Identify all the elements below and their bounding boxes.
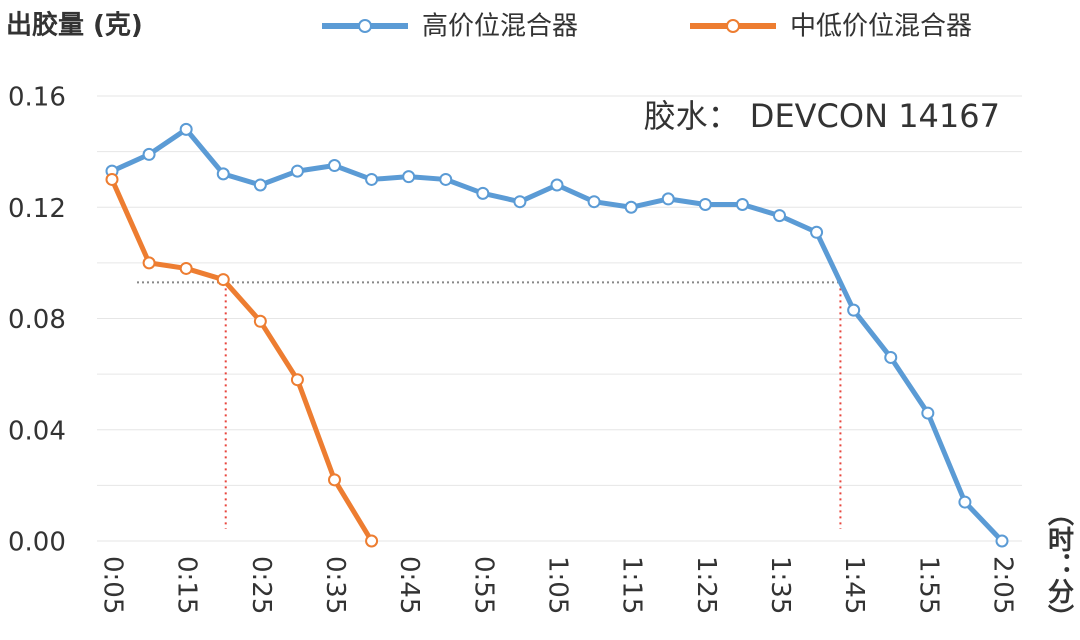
data-point	[698, 197, 712, 211]
x-axis-label: （时：分）	[1044, 500, 1074, 630]
data-point	[884, 350, 898, 364]
x-tick-label: 0:25	[246, 556, 276, 614]
legend-marker	[358, 19, 372, 33]
y-axis-label: 出胶量 (克)	[6, 10, 143, 41]
series-line	[109, 178, 374, 543]
data-point	[958, 495, 972, 509]
data-point	[439, 172, 453, 186]
x-tick-label: 1:15	[617, 556, 647, 614]
x-tick: 0:45	[394, 556, 424, 614]
data-point	[328, 159, 341, 173]
x-tick-label: 1:45	[839, 556, 869, 614]
data-point	[290, 373, 304, 387]
data-point	[587, 195, 601, 209]
x-tick-label: 0:35	[320, 556, 350, 614]
x-tick-label: 0:55	[468, 556, 498, 614]
y-tick-label: 0.00	[8, 528, 66, 558]
data-point	[995, 534, 1009, 548]
legend-label: 高价位混合器	[422, 12, 578, 42]
data-point	[179, 122, 193, 136]
data-point	[735, 197, 749, 211]
x-tick-label: 2:05	[988, 556, 1018, 614]
data-point	[476, 186, 490, 200]
y-tick-label: 0.16	[8, 83, 66, 113]
data-point	[253, 178, 267, 192]
data-point	[513, 195, 527, 209]
x-tick-label: 0:45	[394, 556, 424, 614]
y-tick-label: 0.08	[8, 305, 66, 335]
data-point	[105, 172, 119, 186]
x-tick: 0:15	[172, 556, 202, 614]
data-point	[216, 167, 230, 181]
x-tick-label: 1:55	[913, 556, 943, 614]
x-tick: 1:55	[913, 556, 943, 614]
x-tick: 0:25	[246, 556, 276, 614]
data-point	[365, 534, 379, 548]
data-point	[550, 178, 564, 192]
data-point	[624, 200, 638, 214]
x-tick-label: 1:05	[543, 556, 573, 614]
x-tick: 0:05	[98, 556, 128, 614]
x-tick-label: 0:15	[172, 556, 202, 614]
legend-marker	[726, 19, 740, 33]
data-point	[328, 473, 341, 487]
x-tick: 1:15	[617, 556, 647, 614]
data-point	[142, 147, 156, 161]
data-point	[142, 256, 156, 270]
data-point	[290, 164, 304, 178]
x-tick-label: 0:05	[98, 556, 128, 614]
x-tick-label: 1:35	[765, 556, 795, 614]
data-point	[179, 261, 193, 275]
x-tick: 0:55	[468, 556, 498, 614]
data-point	[661, 192, 675, 206]
x-tick: 1:35	[765, 556, 795, 614]
data-point	[253, 314, 267, 328]
data-point	[365, 172, 379, 186]
x-tick: 2:05	[988, 556, 1018, 614]
data-point	[921, 406, 935, 420]
data-point	[773, 209, 786, 223]
y-tick-label: 0.12	[8, 194, 66, 224]
x-tick: 0:35	[320, 556, 350, 614]
x-tick: 1:05	[543, 556, 573, 614]
data-point	[847, 303, 861, 317]
legend-label: 中低价位混合器	[790, 12, 972, 42]
x-tick-label: 1:25	[691, 556, 721, 614]
data-point	[216, 273, 230, 287]
x-tick: 1:45	[839, 556, 869, 614]
y-tick-label: 0.04	[8, 416, 66, 446]
annotation: 胶水： DEVCON 14167	[644, 97, 1000, 135]
data-point	[810, 225, 824, 239]
x-tick: 1:25	[691, 556, 721, 614]
data-point	[402, 170, 416, 184]
